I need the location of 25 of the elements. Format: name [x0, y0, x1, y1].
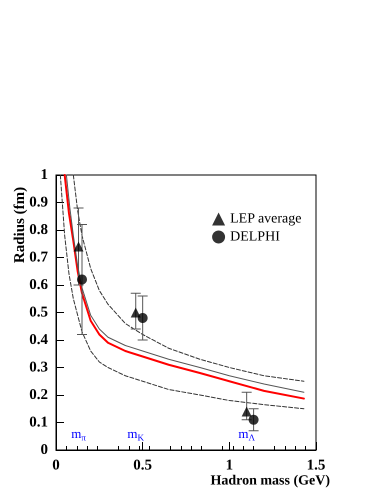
- y-tick-label: 0.9: [29, 194, 48, 210]
- y-tick-label: 0.1: [29, 414, 48, 430]
- legend-label: LEP average: [230, 212, 302, 226]
- point: [74, 242, 84, 252]
- x-axis-title: Hadron mass (GeV): [210, 474, 330, 488]
- point: [130, 308, 141, 318]
- x-tick-label: 1.5: [306, 458, 326, 474]
- y-tick-label: 0.3: [29, 360, 48, 376]
- point: [138, 313, 148, 323]
- y-tick-label: 0.6: [29, 277, 48, 293]
- y-axis-title: Radius (fm): [12, 186, 28, 264]
- x-tick-label: 1: [226, 458, 234, 474]
- y-tick-label: 0.5: [29, 304, 48, 320]
- y-tick-label: 0: [40, 442, 48, 458]
- y-tick-label: 0.7: [29, 250, 48, 266]
- x-tick-label: 0: [52, 458, 60, 474]
- y-tick-label: 1: [40, 167, 48, 183]
- point: [77, 274, 87, 284]
- x-tick-label: 0.5: [133, 458, 152, 474]
- point: [242, 406, 252, 416]
- y-tick-label: 0.2: [29, 387, 48, 403]
- y-tick-label: 0.8: [29, 222, 48, 238]
- point: [248, 414, 259, 425]
- y-tick-label: 0.4: [29, 332, 48, 348]
- legend-label: DELPHI: [230, 230, 280, 244]
